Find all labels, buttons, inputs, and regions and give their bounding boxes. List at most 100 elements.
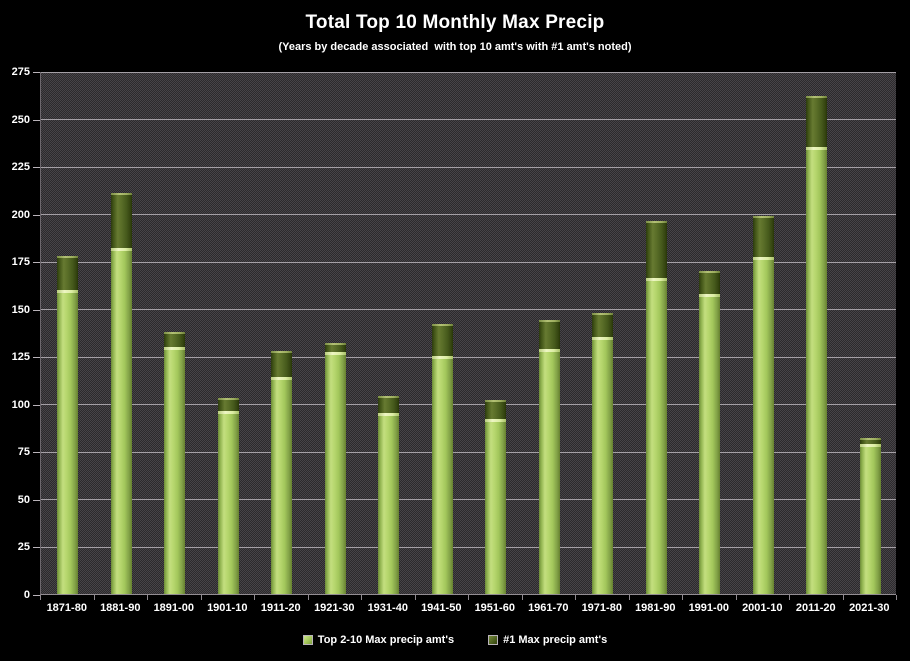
gridline-150 [41,309,896,311]
bar-1941-50-segment-top2-10 [431,356,453,594]
bar-1951-60-segment-top2-10 [485,419,507,594]
legend-label-top2-10: Top 2-10 Max precip amt's [317,634,455,646]
gridline-125 [41,356,896,358]
y-tick-mark-0 [33,595,40,596]
y-tick-mark-125 [33,357,40,359]
y-tick-mark-250 [33,119,40,121]
bar-1941-50 [431,323,453,594]
x-tick-mark-5 [307,595,309,600]
y-tick-mark-150 [33,309,40,311]
y-tick-mark-50 [33,499,40,501]
legend: Top 2-10 Max precip amt's #1 Max precip … [0,630,910,650]
y-tick-label-25: 25 [17,541,30,554]
y-tick-mark-175 [33,262,40,264]
y-tick-label-150: 150 [11,303,30,316]
y-tick-mark-200 [33,214,40,216]
x-tick-label-1981-90: 1981-90 [635,602,676,614]
x-tick-mark-7 [414,595,416,600]
gridline-100 [41,404,896,406]
gridline-25 [41,546,896,548]
y-tick-label-250: 250 [11,113,30,126]
bar-1931-40-segment-top2-10 [378,413,400,594]
bar-1891-00-segment-top2-10 [164,346,186,594]
gridline-225 [41,166,896,168]
gridline-75 [41,451,896,453]
legend-swatch-top2-10-icon [302,635,313,645]
bar-1991-00 [699,270,721,594]
x-tick-mark-2 [147,595,148,600]
x-tick-label-2021-30: 2021-30 [849,602,890,614]
y-tick-label-125: 125 [11,351,30,364]
bar-1871-80-segment-top2-10 [57,289,79,594]
y-tick-label-50: 50 [17,493,30,506]
y-tick-label-175: 175 [11,256,30,269]
bar-2021-30 [859,438,881,594]
legend-item-top2-10: Top 2-10 Max precip amt's [302,634,455,646]
bar-1881-90-segment-num1 [110,192,132,248]
bar-1921-30 [324,342,346,594]
bar-2021-30-segment-top2-10 [859,443,881,594]
bar-1911-20 [271,350,293,594]
bar-2001-10-segment-top2-10 [752,257,774,594]
x-tick-mark-6 [361,595,362,600]
bar-1951-60-segment-num1 [485,400,507,420]
x-tick-label-1931-40: 1931-40 [367,602,408,614]
y-tick-label-200: 200 [11,208,30,221]
x-tick-mark-10 [575,595,576,600]
y-tick-label-225: 225 [11,161,30,174]
bar-2021-30-segment-num1 [859,438,881,444]
bar-1921-30-segment-top2-10 [324,352,346,594]
bar-2011-20-segment-num1 [806,95,828,148]
bar-2011-20 [806,95,828,594]
bar-2011-20-segment-top2-10 [806,147,828,594]
plot-area [40,71,896,595]
y-tick-mark-100 [33,404,40,406]
y-tick-label-100: 100 [11,398,30,411]
bar-1981-90-segment-num1 [645,221,667,279]
bar-1991-00-segment-top2-10 [699,293,721,594]
bar-1981-90 [645,221,667,594]
bar-1871-80-segment-num1 [57,255,79,290]
gridline-200 [41,214,896,216]
bar-1961-70-segment-num1 [538,320,560,349]
x-tick-label-1951-60: 1951-60 [474,602,515,614]
bar-2001-10 [752,215,774,594]
gridline-275 [41,71,896,73]
x-tick-mark-1 [93,595,95,600]
y-tick-mark-25 [33,547,40,549]
bar-1981-90-segment-top2-10 [645,278,667,594]
gridline-175 [41,261,896,263]
bar-1901-10-segment-num1 [217,398,239,412]
x-tick-label-1891-00: 1891-00 [153,602,194,614]
bar-1931-40-segment-num1 [378,396,400,414]
x-tick-mark-14 [789,595,790,600]
x-tick-mark-15 [842,595,844,600]
bar-2001-10-segment-num1 [752,215,774,258]
x-tick-mark-12 [682,595,683,600]
chart-title: Total Top 10 Monthly Max Precip [305,12,605,33]
x-tick-mark-8 [468,595,469,600]
bar-1871-80 [57,255,79,594]
x-tick-label-1871-80: 1871-80 [46,602,87,614]
bar-1881-90-segment-top2-10 [110,247,132,594]
bar-1971-80-segment-top2-10 [592,337,614,594]
bar-1921-30-segment-num1 [324,342,346,353]
y-tick-label-0: 0 [23,589,30,601]
bar-1901-10 [217,398,239,594]
x-tick-label-2001-10: 2001-10 [742,602,783,614]
x-tick-label-1901-10: 1901-10 [207,602,248,614]
x-tick-mark-4 [254,595,255,600]
x-tick-label-1881-90: 1881-90 [100,602,141,614]
gridline-50 [41,499,896,501]
bar-1891-00 [164,331,186,594]
x-tick-mark-3 [200,595,202,600]
legend-item-num1: #1 Max precip amt's [488,634,607,646]
x-tick-mark-11 [628,595,630,600]
x-tick-label-1961-70: 1961-70 [528,602,569,614]
x-tick-label-1941-50: 1941-50 [421,602,462,614]
legend-label-num1: #1 Max precip amt's [503,634,608,646]
y-tick-mark-75 [33,452,40,454]
bar-1911-20-segment-top2-10 [271,377,293,594]
x-tick-mark-0 [40,595,41,600]
